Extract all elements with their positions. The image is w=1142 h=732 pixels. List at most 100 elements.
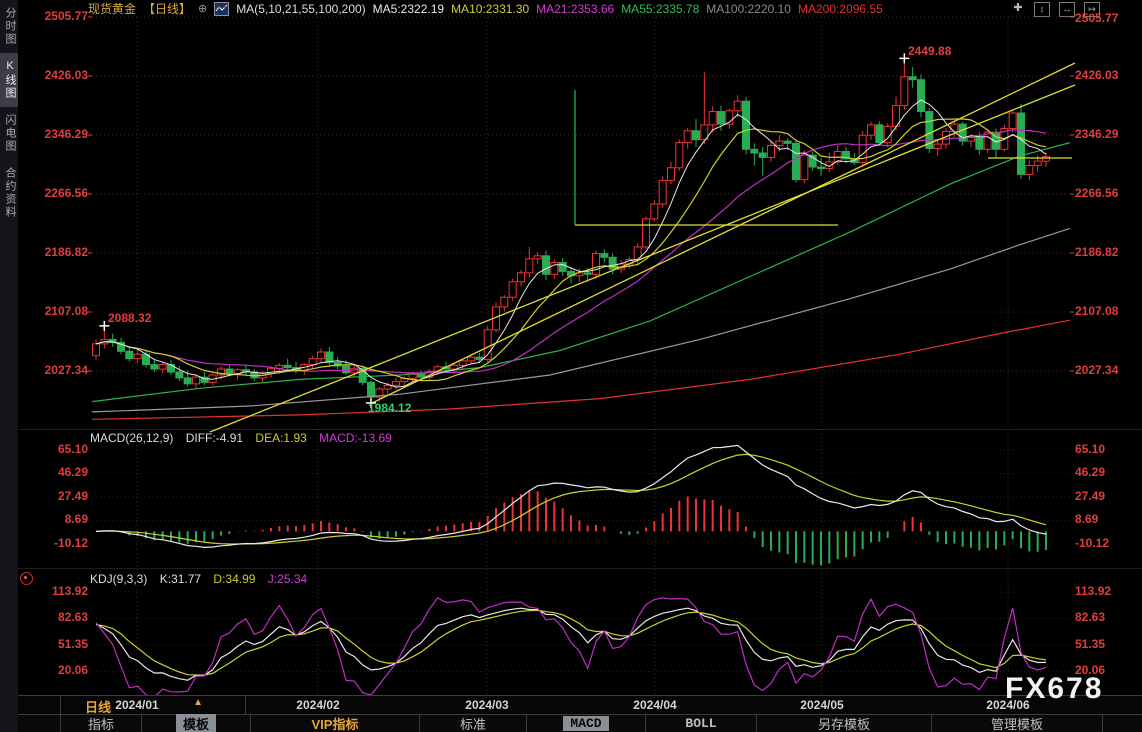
price-axis-label: 2346.29 [44,127,88,141]
macd-panel-header: MACD(26,12,9) DIFF:-4.91 DEA:1.93 MACD:-… [90,431,401,445]
ma55-value: MA55:2335.78 [621,1,700,16]
candles-layer [92,58,1050,403]
kdj-title: KDJ(9,3,3) [90,572,148,586]
add-icon[interactable]: ⊕ [198,3,208,15]
kdj-axis-label: 113.92 [51,584,88,598]
tab-manage-template[interactable]: 管理模板 [932,715,1103,732]
date-label: 2024/01 [115,698,159,712]
kdj-axis-label: 51.35 [57,637,88,651]
tab-save-template[interactable]: 另存模板 [757,715,932,732]
ma5-value: MA5:2322.19 [372,1,445,16]
period-selector-label: 日线 [85,700,112,715]
pan-right-icon[interactable]: ↦ [1084,2,1100,17]
tab-vip-indicator[interactable]: VIP指标 [251,715,420,732]
macd-layer [95,444,1047,566]
ma21-value: MA21:2353.66 [536,1,615,16]
tab-standard[interactable]: 标准 [420,715,527,732]
price-axis-label: 2027.34 [44,363,88,377]
tab-macd[interactable]: MACD [527,715,646,732]
trendlines-layer [99,53,1076,433]
tab-template[interactable]: 模板 [142,714,251,732]
sidebar-item-kline[interactable]: K线图 [0,53,18,107]
price-axis-label: 2505.77 [44,9,88,23]
price-axis-label: 2107.08 [1075,304,1119,318]
kdj-axis-label: 82.63 [57,610,88,624]
macd-axis-label: 46.29 [1075,465,1106,479]
price-axis-label: 2505.77 [1075,11,1119,25]
line-chart-icon[interactable] [214,1,230,16]
price-axis-label: 2027.34 [1075,363,1119,377]
ma-settings-label: MA(5,10,21,55,100,200) [236,1,366,16]
kdj-axis-label: 82.63 [1075,610,1106,624]
tab-indicator[interactable]: 指标 [60,715,142,732]
price-cross-marker [899,53,910,64]
kdj-axis-label: 20.06 [57,663,88,677]
zoom-vertical-icon[interactable]: ↕ [1034,2,1050,17]
macd-macd-value: MACD:-13.69 [319,431,392,445]
macd-axis-label: 8.69 [1075,512,1099,526]
kdj-k-value: K:31.77 [159,572,202,586]
bottom-tab-bar: 指标 模板 VIP指标 标准 MACD BOLL 另存模板 管理模板 [18,714,1142,732]
date-label: 2024/02 [296,698,340,712]
kdj-axis-label: 51.35 [1075,637,1106,651]
kdj-layer [95,597,1047,695]
sidebar-item-contract-info[interactable]: 合约资料 [4,167,16,219]
price-axis-label: 2266.56 [1075,186,1119,200]
axis-separator [60,696,61,714]
kdj-axis-label: 113.92 [1075,584,1112,598]
macd-title: MACD(26,12,9) [90,431,174,445]
sidebar-item-timeshare[interactable]: 分时图 [4,7,16,46]
macd-axis-label: 27.49 [1075,489,1106,503]
indicator-settings-icon[interactable] [20,572,33,585]
price-annotation-low: 1984.12 [368,401,412,415]
ma10-value: MA10:2331.30 [451,1,530,16]
period-label: 【日线】 [143,2,192,16]
date-label: 2024/04 [633,698,677,712]
price-annotation-high: 2449.88 [908,44,952,58]
ma100-value: MA100:2220.10 [706,1,791,16]
macd-axis-label: 65.10 [57,442,88,456]
price-cross-marker [99,320,110,331]
sidebar-item-lightning[interactable]: 闪电图 [4,114,16,153]
date-label: 2024/03 [465,698,509,712]
chart-toolbar: ✚ ↕ ↔ ↦ [1011,2,1100,17]
price-axis-label: 2426.03 [1075,68,1119,82]
price-axis-label: 2186.82 [44,245,88,259]
date-label: 2024/06 [986,698,1030,712]
macd-axis-label: 8.69 [64,512,88,526]
price-axis-label: 2107.08 [44,304,88,318]
price-annotation-high: 2088.32 [108,311,152,325]
period-selector[interactable]: 日线 ▲ [85,697,203,716]
price-axis-label: 2426.03 [44,68,88,82]
tab-boll[interactable]: BOLL [646,715,757,732]
grid-horizontal [88,16,1074,672]
price-axis-label: 2266.56 [44,186,88,200]
kdj-j-value: J:25.34 [267,572,308,586]
macd-axis-label: -10.12 [53,536,88,550]
chevron-up-icon: ▲ [193,697,203,708]
macd-axis-label: 27.49 [57,489,88,503]
zoom-horizontal-icon[interactable]: ↔ [1059,2,1075,17]
macd-axis-label: -10.12 [1075,536,1110,550]
ma200-value: MA200:2096.55 [797,1,883,16]
crosshair-icon[interactable]: ✚ [1013,2,1023,14]
macd-axis-label: 46.29 [57,465,88,479]
macd-axis-label: 65.10 [1075,442,1106,456]
ma-lines-layer [92,99,1070,420]
date-label: 2024/05 [800,698,844,712]
time-axis: 日线 ▲ 2024/01 2024/02 2024/03 2024/04 202… [18,695,1142,716]
left-sidebar: 分时图 K线图 闪电图 合约资料 [0,0,18,732]
symbol-name: 现货黄金 [88,2,137,16]
kdj-axis-label: 20.06 [1075,663,1106,677]
fx678-watermark: FX678 [1005,672,1104,705]
macd-diff-value: DIFF:-4.91 [185,431,244,445]
macd-dea-value: DEA:1.93 [255,431,307,445]
axis-separator [245,696,246,714]
chart-header: 现货黄金 【日线】 ⊕ MA(5,10,21,55,100,200) MA5:2… [18,0,1142,17]
price-axis-label: 2346.29 [1075,127,1119,141]
price-cross-marker [365,397,376,408]
kdj-panel-header: KDJ(9,3,3) K:31.77 D:34.99 J:25.34 [90,572,316,586]
kdj-d-value: D:34.99 [213,572,256,586]
